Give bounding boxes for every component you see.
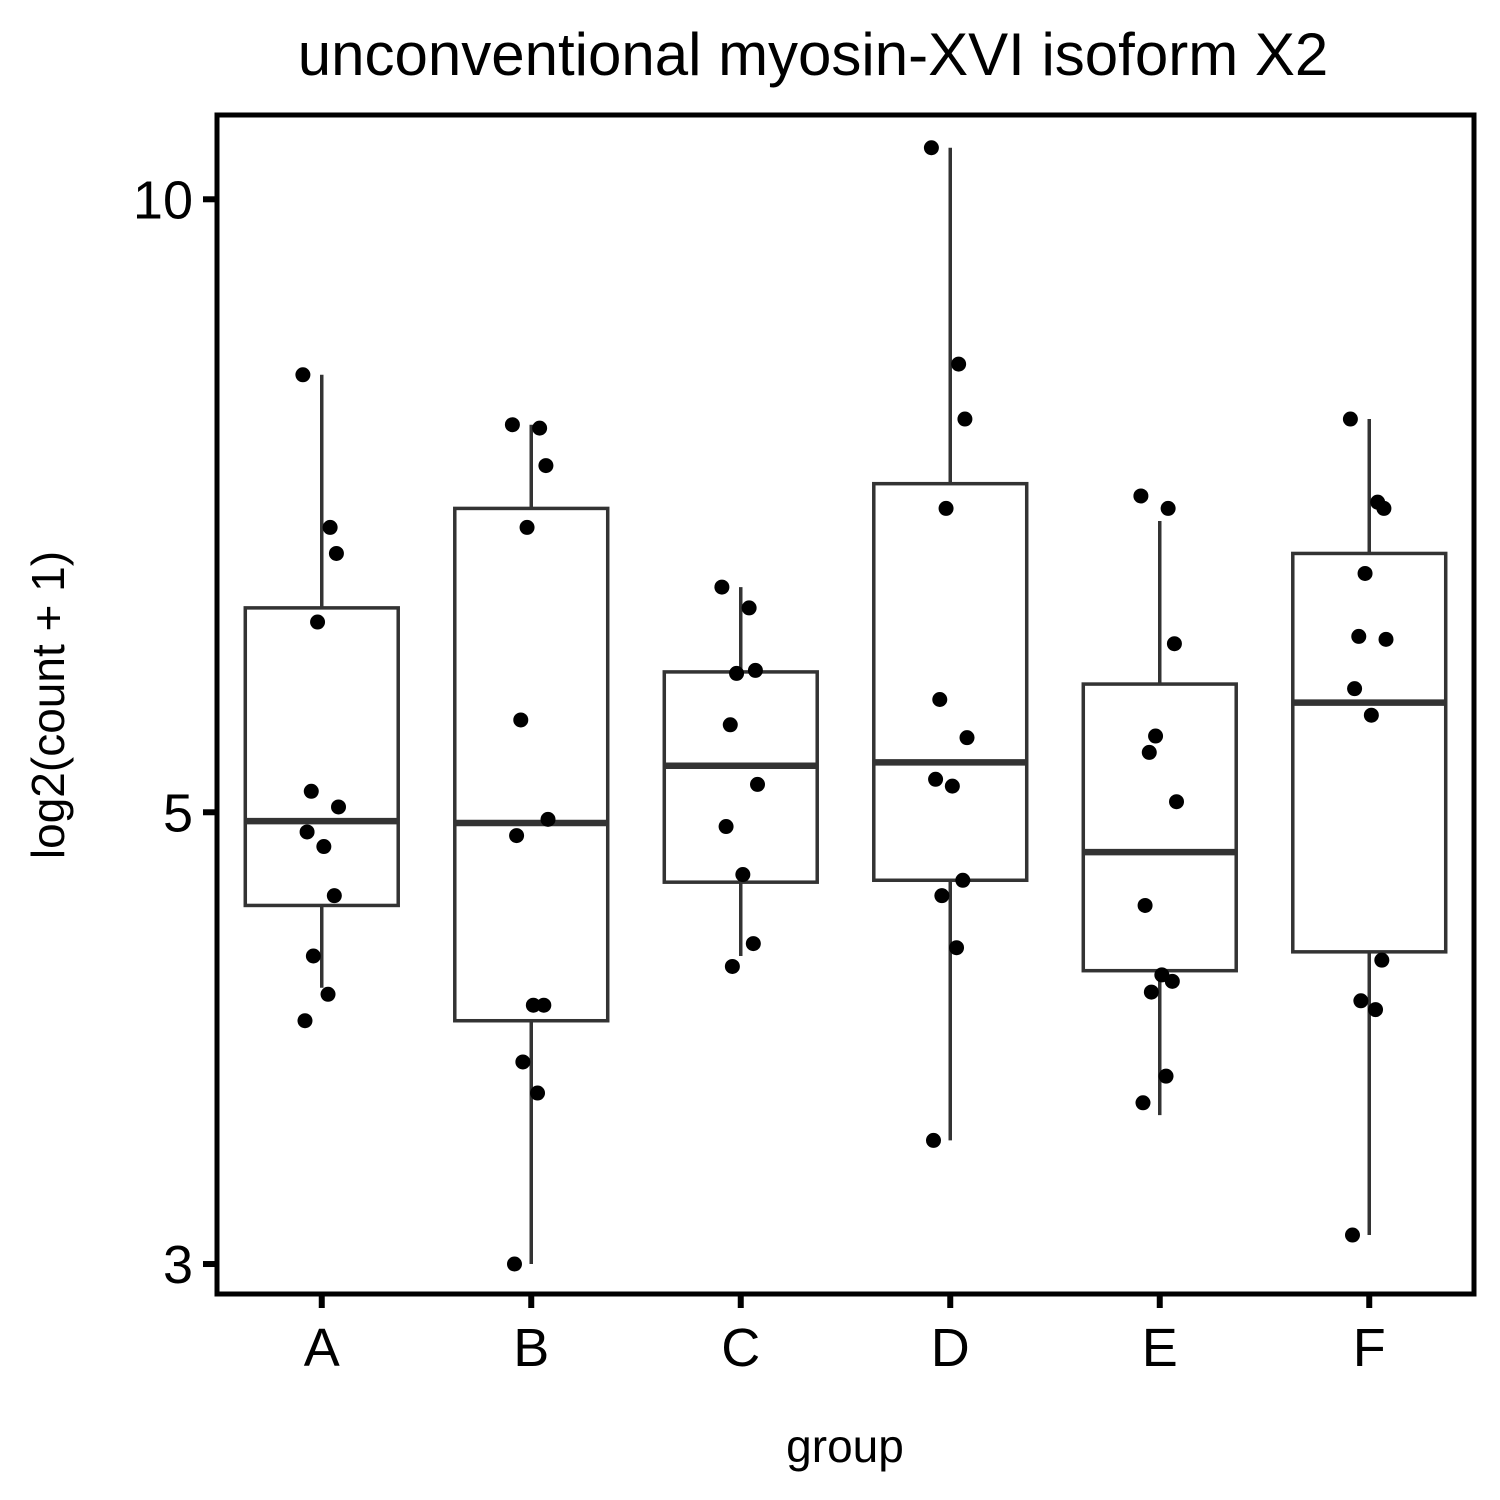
data-point-a-6 bbox=[299, 824, 315, 840]
data-point-e-6 bbox=[1137, 897, 1153, 913]
y-tick-label-5: 5 bbox=[163, 783, 193, 843]
data-point-c-7 bbox=[735, 867, 751, 883]
x-tick-label-b: B bbox=[513, 1318, 549, 1378]
data-point-c-9 bbox=[724, 958, 740, 974]
data-point-d-5 bbox=[959, 730, 975, 746]
box-d bbox=[872, 481, 1029, 883]
data-point-e-0 bbox=[1133, 488, 1149, 504]
data-point-f-10 bbox=[1368, 1002, 1384, 1018]
data-point-e-2 bbox=[1166, 636, 1182, 652]
data-point-c-3 bbox=[729, 665, 745, 681]
data-point-a-7 bbox=[316, 839, 332, 855]
data-point-a-2 bbox=[328, 545, 344, 561]
data-point-e-1 bbox=[1160, 500, 1176, 516]
y-axis: 3 5 10 bbox=[133, 170, 215, 1295]
data-point-b-7 bbox=[525, 997, 541, 1013]
x-tick-label-f: F bbox=[1353, 1318, 1386, 1378]
data-point-d-2 bbox=[957, 411, 973, 427]
data-point-f-5 bbox=[1378, 631, 1394, 647]
data-point-c-4 bbox=[722, 717, 738, 733]
data-point-a-8 bbox=[326, 888, 342, 904]
data-point-c-6 bbox=[718, 819, 734, 835]
data-point-b-0 bbox=[504, 417, 520, 433]
data-point-c-1 bbox=[741, 600, 757, 616]
data-point-a-3 bbox=[310, 614, 326, 630]
data-point-d-8 bbox=[955, 872, 971, 888]
data-point-c-8 bbox=[745, 936, 761, 952]
data-point-b-8 bbox=[536, 997, 552, 1013]
x-axis: A B C D E F bbox=[304, 1296, 1386, 1378]
data-point-b-3 bbox=[519, 519, 535, 535]
data-point-a-0 bbox=[295, 367, 311, 383]
data-point-f-3 bbox=[1357, 565, 1373, 581]
chart-title: unconventional myosin-XVI isoform X2 bbox=[298, 21, 1329, 88]
box-a bbox=[243, 606, 400, 908]
data-point-b-5 bbox=[540, 811, 556, 827]
data-point-b-2 bbox=[538, 458, 554, 474]
data-point-a-11 bbox=[297, 1013, 313, 1029]
data-point-d-7 bbox=[944, 778, 960, 794]
data-point-f-2 bbox=[1376, 500, 1392, 516]
plot-area bbox=[243, 140, 1448, 1272]
data-point-f-4 bbox=[1351, 628, 1367, 644]
data-point-f-6 bbox=[1347, 681, 1363, 697]
data-point-c-5 bbox=[750, 776, 766, 792]
data-point-c-2 bbox=[747, 662, 763, 678]
x-tick-label-c: C bbox=[721, 1318, 760, 1378]
x-tick-label-e: E bbox=[1142, 1318, 1178, 1378]
data-point-d-10 bbox=[949, 940, 965, 956]
data-point-b-11 bbox=[506, 1256, 522, 1272]
data-point-a-1 bbox=[322, 519, 338, 535]
data-point-f-8 bbox=[1374, 952, 1390, 968]
data-point-a-10 bbox=[320, 986, 336, 1002]
data-point-d-3 bbox=[938, 500, 954, 516]
data-point-b-9 bbox=[515, 1054, 531, 1070]
plot-panel-border bbox=[214, 112, 1477, 1297]
x-tick-label-d: D bbox=[931, 1318, 970, 1378]
x-axis-title: group bbox=[786, 1420, 904, 1472]
data-point-e-5 bbox=[1169, 794, 1185, 810]
data-point-b-4 bbox=[513, 712, 529, 728]
data-point-a-4 bbox=[303, 783, 319, 799]
data-point-c-0 bbox=[714, 579, 730, 595]
data-point-d-6 bbox=[928, 771, 944, 787]
y-tick-label-10: 10 bbox=[133, 170, 193, 230]
data-point-d-9 bbox=[934, 888, 950, 904]
data-point-e-9 bbox=[1143, 984, 1159, 1000]
data-point-f-7 bbox=[1363, 707, 1379, 723]
data-point-a-5 bbox=[331, 799, 347, 815]
data-point-e-3 bbox=[1148, 728, 1164, 744]
data-point-b-10 bbox=[530, 1085, 546, 1101]
box-f bbox=[1291, 551, 1448, 954]
y-axis-title: log2(count + 1) bbox=[22, 551, 74, 859]
data-point-d-4 bbox=[932, 692, 948, 708]
data-point-e-11 bbox=[1135, 1095, 1151, 1111]
data-point-b-1 bbox=[532, 420, 548, 436]
data-point-e-4 bbox=[1141, 744, 1157, 760]
box-e bbox=[1081, 682, 1238, 973]
box-c bbox=[662, 670, 819, 884]
data-point-f-11 bbox=[1344, 1227, 1360, 1243]
data-point-d-1 bbox=[951, 356, 967, 372]
box-b bbox=[453, 506, 610, 1023]
y-tick-label-3: 3 bbox=[163, 1235, 193, 1295]
data-point-f-0 bbox=[1342, 411, 1358, 427]
data-point-b-6 bbox=[509, 828, 525, 844]
data-point-d-0 bbox=[923, 140, 939, 156]
data-point-f-9 bbox=[1353, 993, 1369, 1009]
x-tick-label-a: A bbox=[304, 1318, 340, 1378]
data-point-e-8 bbox=[1164, 973, 1180, 989]
data-point-a-9 bbox=[305, 948, 321, 964]
data-point-d-11 bbox=[925, 1132, 941, 1148]
data-point-e-10 bbox=[1158, 1068, 1174, 1084]
